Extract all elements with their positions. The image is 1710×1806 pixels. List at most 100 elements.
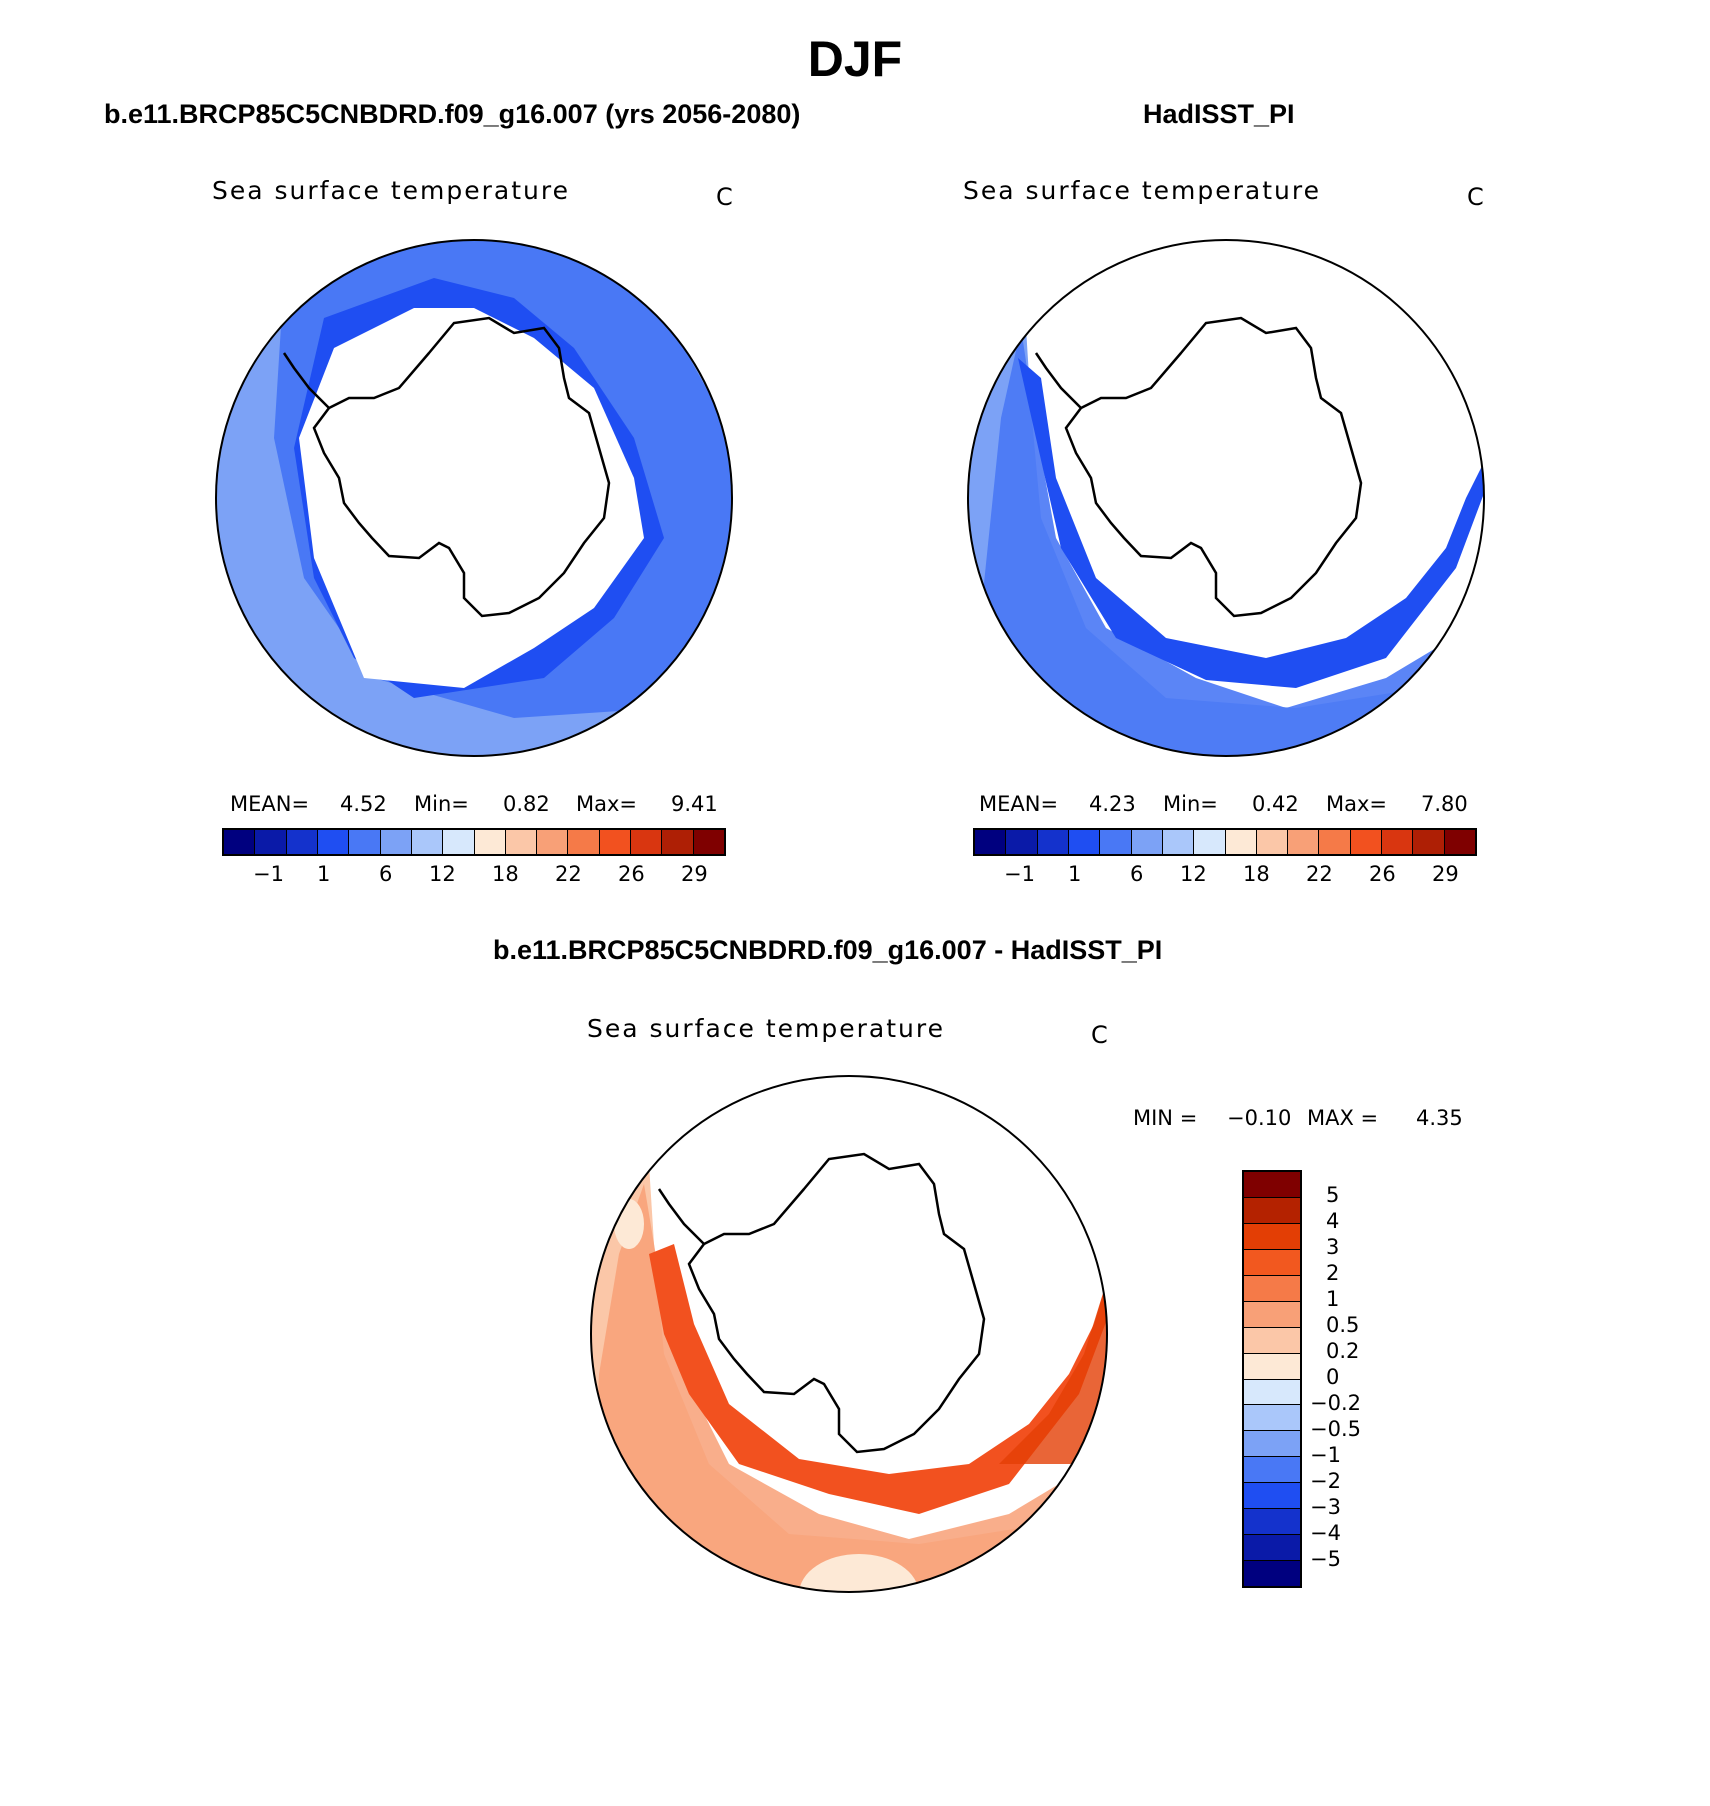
colorbar-swatch: [443, 830, 475, 854]
colorbar-swatch: [1244, 1249, 1300, 1276]
colorbar-swatch: [1244, 1535, 1300, 1562]
cbar-tick: 0: [1326, 1365, 1340, 1389]
cbar-tick: 6: [379, 862, 393, 886]
cbar-tick: 4: [1326, 1209, 1340, 1233]
cbar-tick: 3: [1326, 1235, 1340, 1259]
colorbar-swatch: [1244, 1483, 1300, 1510]
cbar-tick: 1: [1068, 862, 1082, 886]
colorbar-swatch: [1382, 830, 1414, 854]
diff-min-label: MIN =: [1133, 1106, 1198, 1130]
cbar-tick: −3: [1310, 1495, 1341, 1519]
colorbar-swatch: [1319, 830, 1351, 854]
panel2-title: HadISST_PI: [1143, 99, 1295, 129]
diff-map: [590, 1075, 1108, 1593]
colorbar-swatch: [662, 830, 694, 854]
cbar-tick: −1: [1004, 862, 1035, 886]
diff-min-value: −0.10: [1227, 1106, 1292, 1130]
colorbar-swatch: [286, 830, 318, 854]
panel2-map: [967, 239, 1485, 757]
colorbar-swatch: [255, 830, 287, 854]
colorbar-swatch: [1037, 830, 1069, 854]
cbar-tick: 1: [317, 862, 331, 886]
colorbar-swatch: [1350, 830, 1383, 854]
cbar-tick: −2: [1310, 1469, 1341, 1493]
colorbar-swatch: [1444, 830, 1475, 854]
colorbar-swatch: [505, 830, 538, 854]
panel2-sst-band: [968, 328, 1484, 756]
diff-anom-strong: [649, 1244, 1107, 1514]
panel1-colorbar-ticks: −1 1 6 12 18 22 26 29: [222, 862, 726, 892]
diff-colorbar-ticks: 5 4 3 2 1 0.5 0.2 0 −0.2 −0.5 −1 −2 −3 −…: [1310, 1170, 1400, 1588]
colorbar-swatch: [1244, 1405, 1300, 1432]
diff-map-border: [590, 1075, 1108, 1593]
panel2-max-value: 7.80: [1421, 792, 1468, 816]
colorbar-swatch: [568, 830, 600, 854]
colorbar-swatch: [1194, 830, 1226, 854]
panel1-map-border: [215, 239, 733, 757]
cbar-tick: 22: [1306, 862, 1333, 886]
cbar-tick: −4: [1310, 1521, 1341, 1545]
cbar-tick: 5: [1326, 1183, 1340, 1207]
colorbar-swatch: [693, 830, 724, 854]
cbar-tick: 12: [1180, 862, 1207, 886]
colorbar-swatch: [1244, 1172, 1300, 1198]
colorbar-swatch: [599, 830, 632, 854]
colorbar-swatch: [411, 830, 444, 854]
colorbar-swatch: [1244, 1275, 1300, 1302]
panel1-title: b.e11.BRCP85C5CNBDRD.f09_g16.007 (yrs 20…: [104, 99, 801, 129]
colorbar-swatch: [1006, 830, 1038, 854]
panel2-min-value: 0.42: [1252, 792, 1299, 816]
panel2-colorbar-ticks: −1 1 6 12 18 22 26 29: [973, 862, 1477, 892]
panel1-min-label: Min=: [414, 792, 469, 816]
colorbar-swatch: [1100, 830, 1132, 854]
panel1-max-label: Max=: [576, 792, 638, 816]
panel1-ice: [299, 308, 644, 688]
panel1-peninsula-outline: [282, 352, 330, 409]
colorbar-swatch: [1131, 830, 1163, 854]
panel1-mean-value: 4.52: [340, 792, 387, 816]
panel1-antarctica-outline: [312, 316, 611, 618]
colorbar-swatch: [224, 830, 256, 854]
cbar-tick: −0.2: [1310, 1391, 1361, 1415]
panel1-mean-label: MEAN=: [230, 792, 310, 816]
panel2-units: C: [1467, 183, 1484, 211]
cbar-tick: 26: [618, 862, 645, 886]
diff-anom-mid: [591, 1184, 1107, 1592]
panel2-variable-label: Sea surface temperature: [963, 176, 1321, 205]
colorbar-swatch: [1244, 1353, 1300, 1380]
diff-antarctica-outline: [687, 1152, 986, 1454]
diff-title: b.e11.BRCP85C5CNBDRD.f09_g16.007 - HadIS…: [493, 935, 1163, 965]
panel1-variable-label: Sea surface temperature: [212, 176, 570, 205]
panel1-colorbar: [222, 828, 726, 856]
diff-max-value: 4.35: [1416, 1106, 1463, 1130]
cbar-tick: −1: [1310, 1443, 1341, 1467]
diff-peninsula-outline: [657, 1188, 705, 1245]
colorbar-swatch: [975, 830, 1007, 854]
diff-anom-warm-patch: [799, 1554, 919, 1592]
diff-colorbar: [1242, 1170, 1302, 1588]
colorbar-swatch: [1288, 830, 1320, 854]
colorbar-swatch: [1256, 830, 1289, 854]
panel2-peninsula-outline: [1034, 352, 1082, 409]
colorbar-swatch: [631, 830, 663, 854]
cbar-tick: 26: [1369, 862, 1396, 886]
panel2-map-border: [967, 239, 1485, 757]
cbar-tick: 2: [1326, 1261, 1340, 1285]
colorbar-swatch: [1413, 830, 1445, 854]
colorbar-swatch: [1244, 1223, 1300, 1250]
colorbar-swatch: [474, 830, 506, 854]
panel2-min-label: Min=: [1163, 792, 1218, 816]
cbar-tick: −1: [253, 862, 284, 886]
colorbar-swatch: [1244, 1509, 1300, 1536]
diff-max-label: MAX =: [1307, 1106, 1379, 1130]
colorbar-swatch: [1244, 1301, 1300, 1328]
panel2-mean-label: MEAN=: [979, 792, 1059, 816]
colorbar-swatch: [1244, 1327, 1300, 1354]
panel2-antarctica-outline: [1064, 316, 1363, 618]
figure-title: DJF: [807, 31, 903, 87]
cbar-tick: 0.2: [1326, 1339, 1360, 1363]
colorbar-swatch: [1244, 1431, 1300, 1458]
cbar-tick: 29: [1432, 862, 1459, 886]
colorbar-swatch: [1244, 1457, 1300, 1484]
panel2-colorbar: [973, 828, 1477, 856]
